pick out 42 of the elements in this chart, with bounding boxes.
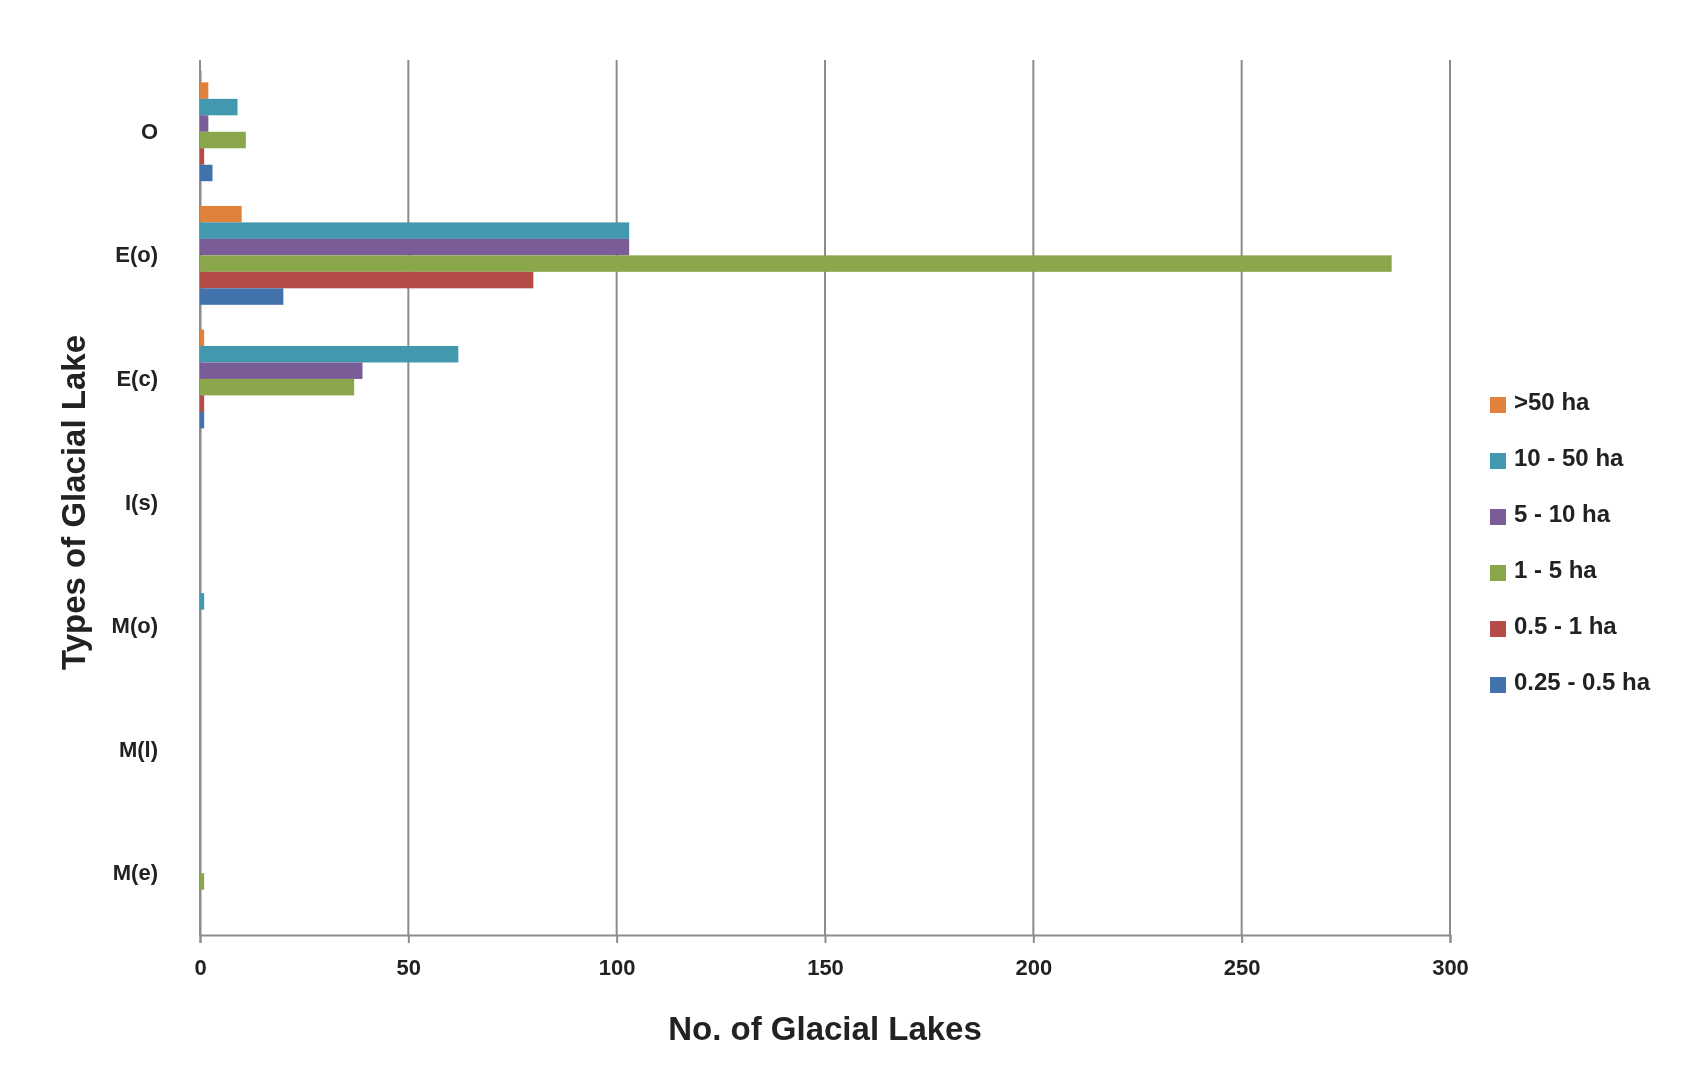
x-tick-label: 250 bbox=[1223, 954, 1261, 980]
x-tick-label: 150 bbox=[807, 954, 844, 980]
legend-label: 1 - 5 ha bbox=[1514, 556, 1598, 583]
x-tick-label: 300 bbox=[1432, 954, 1469, 980]
bar bbox=[200, 131, 246, 149]
legend-label: 10 - 50 ha bbox=[1514, 444, 1625, 471]
x-tick-label: 50 bbox=[396, 954, 422, 980]
y-tick-label: I(s) bbox=[125, 489, 158, 515]
legend-label: 0.5 - 1 ha bbox=[1514, 612, 1618, 639]
bar bbox=[200, 345, 459, 363]
legend-label: 0.25 - 0.5 ha bbox=[1514, 668, 1651, 695]
bar bbox=[200, 411, 205, 429]
bar bbox=[200, 395, 205, 412]
bar bbox=[200, 222, 630, 239]
bar bbox=[200, 98, 238, 116]
y-tick-label: O bbox=[140, 118, 158, 144]
y-axis-title: Types of Glacial Lake bbox=[55, 334, 92, 671]
y-tick-label: M(l) bbox=[118, 736, 158, 762]
bar bbox=[200, 873, 205, 890]
bar bbox=[200, 115, 209, 132]
bar bbox=[200, 288, 284, 305]
y-tick-label: M(o) bbox=[111, 613, 158, 639]
bar bbox=[200, 329, 205, 346]
x-axis-title: No. of Glacial Lakes bbox=[668, 1010, 982, 1047]
bar bbox=[200, 378, 355, 396]
bar bbox=[200, 255, 1392, 272]
bar bbox=[200, 164, 213, 182]
bar bbox=[200, 362, 363, 379]
x-tick-label: 200 bbox=[1015, 954, 1053, 980]
legend-label: 5 - 10 ha bbox=[1514, 500, 1611, 527]
bar bbox=[200, 205, 242, 223]
bar bbox=[200, 148, 205, 165]
y-tick-label: E(o) bbox=[115, 242, 158, 268]
bar bbox=[200, 82, 209, 99]
y-tick-label: M(e) bbox=[112, 860, 158, 886]
legend-label: >50 ha bbox=[1514, 388, 1591, 415]
bar bbox=[200, 238, 630, 256]
bar bbox=[200, 271, 534, 289]
x-tick-label: 100 bbox=[598, 954, 636, 980]
bar bbox=[200, 593, 205, 610]
x-tick-label: 0 bbox=[194, 954, 207, 980]
y-tick-label: E(c) bbox=[116, 365, 158, 391]
